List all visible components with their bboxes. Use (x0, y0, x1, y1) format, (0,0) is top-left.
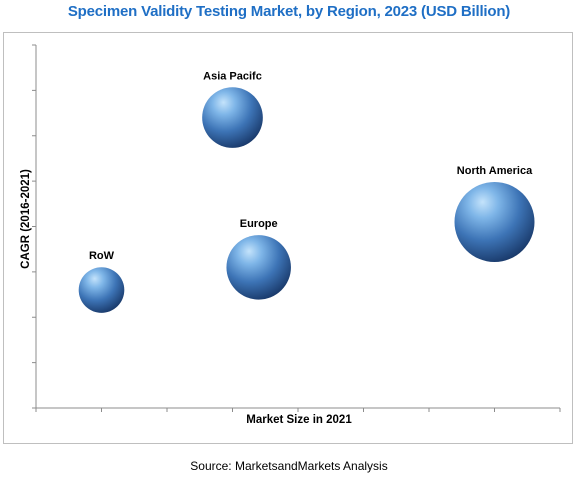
bubble-europe (226, 235, 291, 300)
bubble-label-asia-pacifc: Asia Pacifc (203, 70, 262, 82)
bubble-asia-pacifc (202, 87, 263, 148)
bubble-label-europe: Europe (240, 218, 278, 230)
bubble-label-north-america: North America (457, 165, 533, 177)
y-axis-label: CAGR (2016-2021) (20, 169, 32, 269)
bubble-row (78, 267, 125, 313)
x-axis-label: Market Size in 2021 (246, 414, 352, 426)
chart-title: Specimen Validity Testing Market, by Reg… (67, 3, 511, 20)
source-note: Source: MarketsandMarkets Analysis (190, 459, 388, 473)
chart-frame (3, 32, 573, 444)
bubble-label-row: RoW (89, 250, 115, 262)
bubble-north-america (454, 181, 535, 262)
